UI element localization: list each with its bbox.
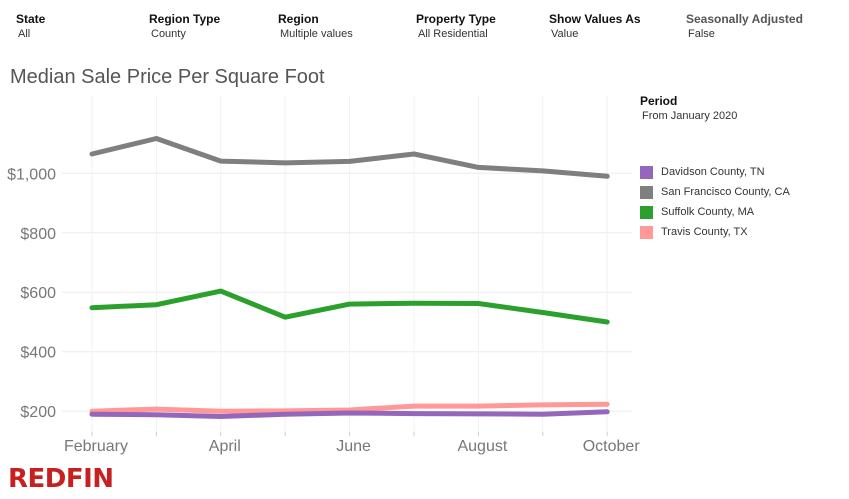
x-tick-label: June	[336, 438, 371, 455]
axis-labels: $200 $400 $600 $800 $1,000 February April June A…	[7, 166, 640, 455]
legend-label: Suffolk County, MA	[661, 206, 755, 218]
legend-swatch	[640, 165, 653, 179]
legend-label: Travis County, TX	[661, 226, 748, 238]
legend-swatch	[640, 225, 653, 239]
filter-value: County	[151, 28, 186, 40]
filter-value: All Residential	[418, 28, 488, 40]
series-line-suffolk-county-ma[interactable]	[89, 288, 610, 325]
legend: Period From January 2020 Davidson County…	[640, 94, 840, 242]
series-line-san-francisco-county-ca[interactable]	[89, 136, 610, 179]
filter-property-type[interactable]: Property Type All Residential	[416, 12, 496, 40]
y-tick-label: $800	[20, 226, 56, 243]
y-tick-label: $1,000	[7, 166, 56, 183]
y-tick-label: $200	[20, 404, 56, 421]
legend-item[interactable]: Suffolk County, MA	[640, 202, 840, 222]
series-line-travis-county-tx[interactable]	[89, 401, 610, 414]
legend-label: Davidson County, TN	[661, 166, 765, 178]
y-tick-label: $600	[20, 285, 56, 302]
filter-label: Region Type	[149, 12, 221, 26]
legend-item[interactable]: Travis County, TX	[640, 222, 840, 242]
filter-show-values-as[interactable]: Show Values As Value	[549, 12, 641, 40]
filter-state[interactable]: State All	[16, 12, 45, 40]
y-tick-label: $400	[20, 345, 56, 362]
filter-value: Multiple values	[280, 28, 353, 40]
grid-lines	[62, 96, 632, 436]
series-lines	[89, 136, 610, 419]
legend-items: Davidson County, TN San Francisco County,…	[640, 162, 840, 242]
filter-value: All	[18, 28, 31, 40]
legend-label: San Francisco County, CA	[661, 186, 790, 198]
legend-item[interactable]: San Francisco County, CA	[640, 182, 840, 202]
x-tick-label: February	[64, 438, 128, 455]
filter-label: Show Values As	[549, 12, 641, 26]
filter-value: Value	[551, 28, 579, 40]
series-line-davidson-county-tn[interactable]	[89, 409, 610, 419]
filter-region[interactable]: Region Multiple values	[278, 12, 353, 40]
x-tick-label: August	[457, 438, 507, 455]
legend-period-value[interactable]: From January 2020	[642, 110, 738, 122]
filter-seasonally-adjusted[interactable]: Seasonally Adjusted False	[686, 12, 803, 40]
x-tick-label: April	[209, 438, 241, 455]
filter-region-type[interactable]: Region Type County	[149, 12, 220, 40]
x-tick-label: October	[583, 438, 641, 455]
filter-label: Property Type	[416, 12, 496, 26]
legend-swatch	[640, 205, 653, 219]
legend-title: Period	[640, 94, 678, 108]
filter-label: Region	[278, 12, 319, 26]
chart-title: Median Sale Price Per Square Foot	[10, 66, 325, 88]
redfin-logo: REDFIN	[8, 464, 114, 494]
filter-value: False	[688, 28, 715, 40]
filter-label: Seasonally Adjusted	[686, 12, 803, 26]
legend-swatch	[640, 185, 653, 199]
filter-label: State	[16, 12, 46, 26]
legend-item[interactable]: Davidson County, TN	[640, 162, 840, 182]
filter-bar: State All Region Type County Region Mult…	[0, 12, 849, 44]
